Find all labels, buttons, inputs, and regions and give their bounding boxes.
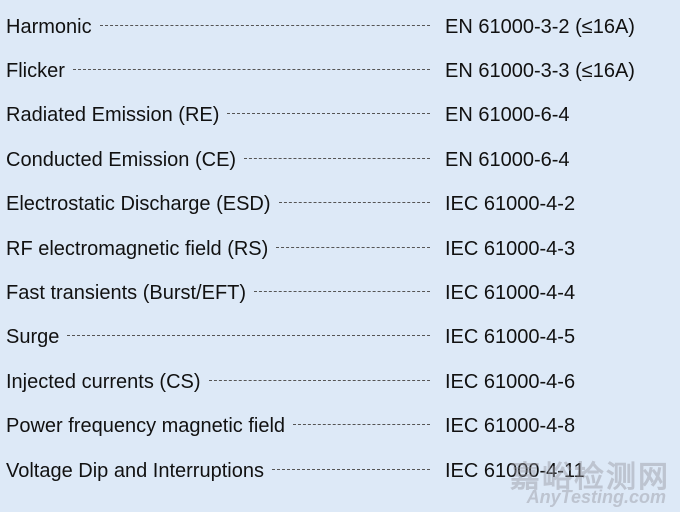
watermark-en: AnyTesting.com	[526, 487, 666, 507]
leader-line: Surge	[6, 326, 438, 349]
test-name: Voltage Dip and Interruptions	[6, 459, 264, 482]
leader-line: Power frequency magnetic field	[6, 415, 438, 438]
leader-line: Radiated Emission (RE)	[6, 104, 438, 127]
standard-code: IEC 61000-4-3	[445, 237, 576, 260]
dashed-leader	[276, 246, 430, 248]
dashed-leader	[254, 290, 430, 292]
dashed-leader	[293, 424, 430, 426]
leader-line: Fast transients (Burst/EFT)	[6, 282, 438, 305]
standard-code: IEC 61000-4-8	[445, 415, 576, 438]
leader-line: Injected currents (CS)	[6, 371, 438, 394]
standard-code: IEC 61000-4-4	[445, 281, 576, 304]
list-item: Injected currents (CS) IEC 61000-4-6	[6, 367, 676, 397]
list-item: Fast transients (Burst/EFT) IEC 61000-4-4	[6, 278, 676, 308]
leader-line: Electrostatic Discharge (ESD)	[6, 193, 438, 216]
dashed-leader	[67, 335, 430, 337]
dashed-leader	[227, 113, 430, 115]
standard-code: EN 61000-3-3 (≤16A)	[445, 59, 635, 82]
list-item: Harmonic EN 61000-3-2 (≤16A)	[6, 12, 676, 42]
leader-line: Voltage Dip and Interruptions	[6, 460, 438, 483]
dashed-leader	[278, 202, 430, 204]
standard-code: IEC 61000-4-2	[445, 193, 576, 216]
test-name: Power frequency magnetic field	[6, 415, 286, 438]
test-name: Radiated Emission (RE)	[6, 104, 220, 127]
list-item: Radiated Emission (RE) EN 61000-6-4	[6, 101, 676, 131]
test-name: RF electromagnetic field (RS)	[6, 237, 269, 260]
test-name: Fast transients (Burst/EFT)	[6, 281, 247, 304]
test-name: Harmonic	[6, 15, 92, 38]
leader-line: RF electromagnetic field (RS)	[6, 238, 438, 261]
list-item: Voltage Dip and Interruptions IEC 61000-4…	[6, 456, 676, 486]
dashed-leader	[72, 68, 430, 70]
test-name: Electrostatic Discharge (ESD)	[6, 193, 271, 216]
test-name: Injected currents (CS)	[6, 370, 201, 393]
list-item: Electrostatic Discharge (ESD) IEC 61000-4…	[6, 190, 676, 220]
leader-line: Conducted Emission (CE)	[6, 149, 438, 172]
standard-code: IEC 61000-4-11	[445, 459, 585, 482]
leader-line: Harmonic	[6, 16, 438, 39]
list-item: Surge IEC 61000-4-5	[6, 323, 676, 353]
standard-code: IEC 61000-4-5	[445, 326, 576, 349]
list-item: Flicker EN 61000-3-3 (≤16A)	[6, 56, 676, 86]
list-item: Conducted Emission (CE) EN 61000-6-4	[6, 145, 676, 175]
dashed-leader	[99, 24, 430, 26]
standard-code: EN 61000-6-4	[445, 104, 570, 127]
watermark-cn: 嘉峪检测网	[510, 461, 670, 494]
test-name: Surge	[6, 326, 60, 349]
list-item: RF electromagnetic field (RS) IEC 61000-4…	[6, 234, 676, 264]
standard-code: EN 61000-3-2 (≤16A)	[445, 15, 635, 38]
dashed-leader	[271, 468, 430, 470]
list-item: Power frequency magnetic field IEC 61000-…	[6, 412, 676, 442]
test-name: Flicker	[6, 59, 65, 82]
standard-code: IEC 61000-4-6	[445, 370, 576, 393]
standard-code: EN 61000-6-4	[445, 148, 570, 171]
dashed-leader	[244, 157, 430, 159]
leader-line: Flicker	[6, 60, 438, 83]
test-name: Conducted Emission (CE)	[6, 148, 237, 171]
dashed-leader	[208, 379, 430, 381]
